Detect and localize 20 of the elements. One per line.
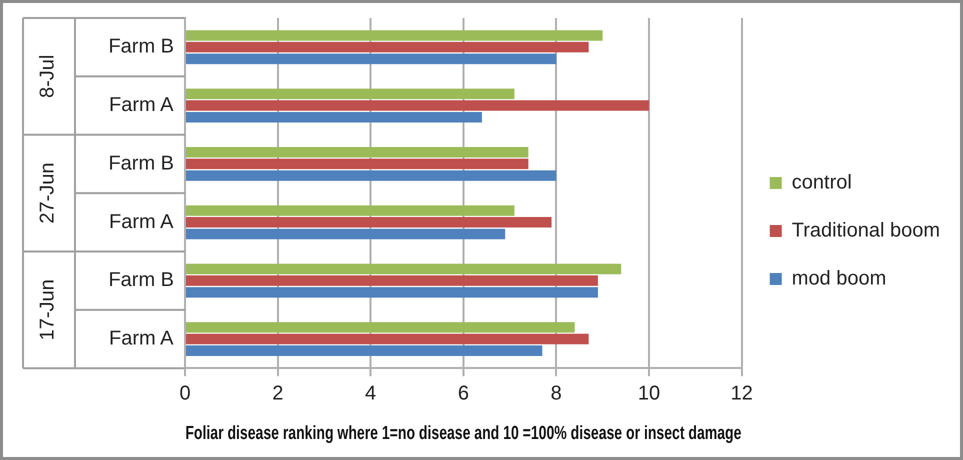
legend-label: control — [792, 172, 852, 194]
x-tick-label: 2 — [272, 382, 284, 405]
y-tick-label: Farm B — [108, 152, 174, 174]
x-tick-label: 10 — [638, 382, 660, 405]
x-tick-label: 0 — [179, 382, 191, 405]
y-tick-label: Farm A — [108, 328, 174, 350]
x-axis-title: Foliar disease ranking where 1=no disease and 10 =100% disease or insect damage — [185, 422, 742, 444]
text: 17-Jun — [36, 279, 59, 340]
x-tick-label: 8 — [550, 382, 562, 405]
y-tick-label: Farm B — [108, 36, 174, 58]
x-tick-label: 12 — [730, 382, 753, 405]
legend-label: mod boom — [792, 268, 886, 290]
y-tick-label: Farm A — [108, 210, 174, 233]
legend-label: Traditional boom — [792, 220, 940, 242]
text: 8-Jul — [36, 54, 59, 98]
x-tick-label: 6 — [458, 382, 469, 405]
y-tick-label: Farm A — [108, 94, 174, 116]
x-tick-label: 4 — [365, 382, 376, 405]
text: 27-Jun — [36, 162, 59, 224]
y-tick-label: Farm B — [108, 269, 174, 292]
